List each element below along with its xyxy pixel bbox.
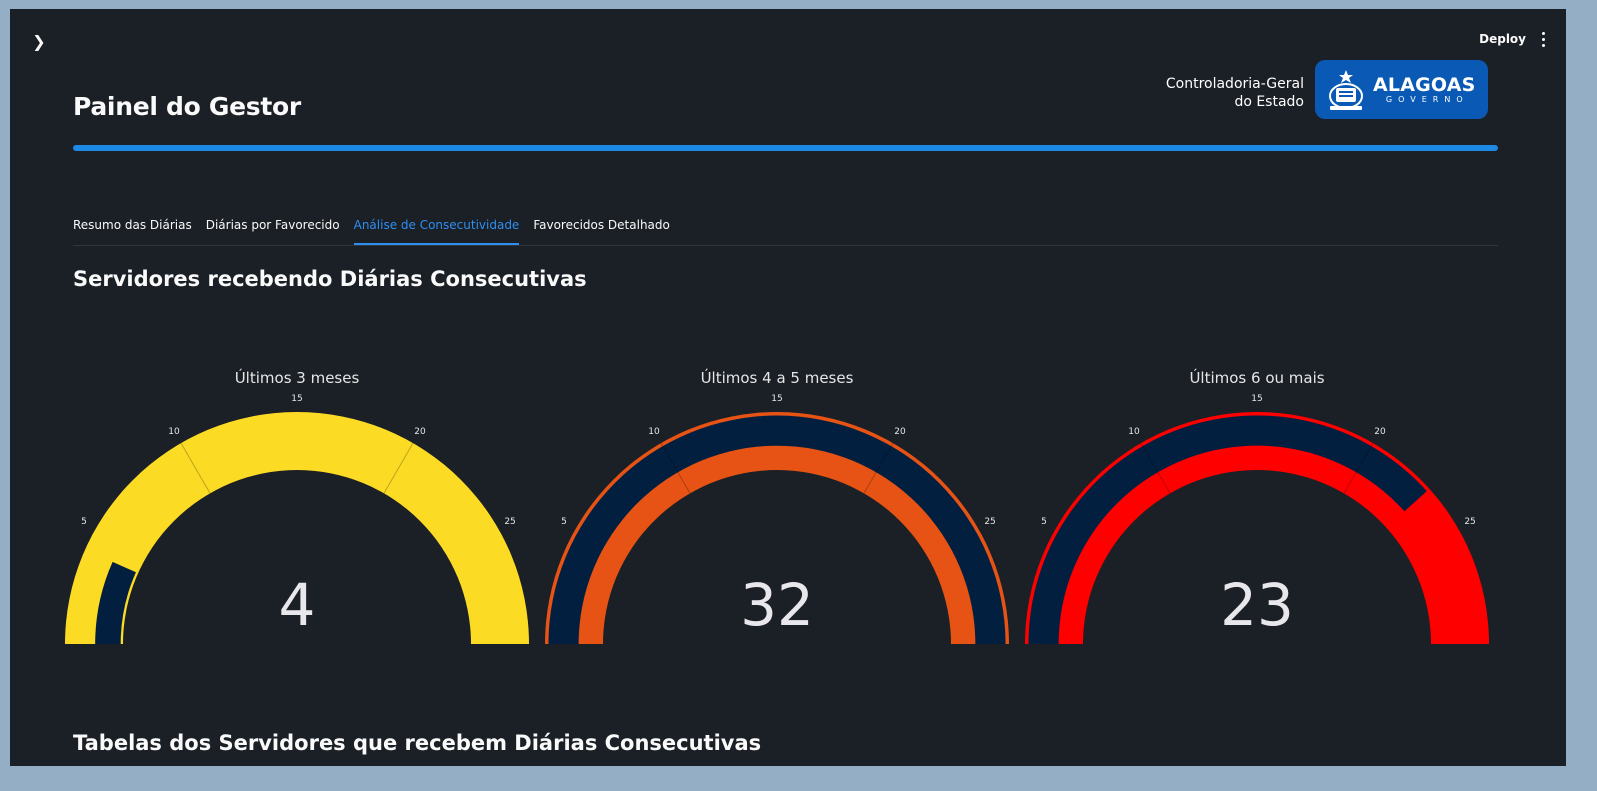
tab-diarias-por-favorecido[interactable]: Diárias por Favorecido bbox=[205, 218, 340, 232]
sidebar-expand-icon[interactable]: ❯ bbox=[32, 32, 46, 51]
app-main: ❯ Deploy Painel do Gestor Controladoria-… bbox=[10, 9, 1566, 766]
gauge-step-divider bbox=[180, 442, 211, 494]
gauge-tick-label: 5 bbox=[1041, 517, 1047, 527]
gauge-tick-label: 15 bbox=[1251, 394, 1262, 404]
logo-subtext: GOVERNO bbox=[1385, 94, 1469, 104]
gauge-tick-label: 25 bbox=[504, 517, 515, 527]
gauge-value-bar bbox=[1028, 415, 1427, 644]
gauge-tick-label: 25 bbox=[984, 517, 995, 527]
gauge-step-divider bbox=[383, 442, 414, 494]
main-menu-icon[interactable] bbox=[1536, 28, 1550, 50]
gauge-tick-label: 5 bbox=[561, 517, 567, 527]
gauge-band bbox=[65, 412, 529, 644]
tab-analise-consecutividade[interactable]: Análise de Consecutividade bbox=[353, 214, 520, 245]
gauge-tick-label: 20 bbox=[414, 427, 426, 437]
gauge-tick-label: 15 bbox=[771, 394, 782, 404]
gauge-tick-label: 10 bbox=[1128, 427, 1140, 437]
gauge-tick-label: 25 bbox=[1464, 517, 1475, 527]
tab-favorecidos-detalhado[interactable]: Favorecidos Detalhado bbox=[533, 218, 670, 232]
tables-section-title: Tabelas dos Servidores que recebem Diári… bbox=[73, 731, 762, 755]
gauge-value: 32 bbox=[740, 571, 814, 639]
gauge-value-bar bbox=[548, 415, 1006, 644]
alagoas-logo: ALAGOAS GOVERNO bbox=[1315, 60, 1488, 119]
org-name-line1: Controladoria-Geral bbox=[1165, 76, 1304, 92]
gauge-title: Últimos 6 ou mais bbox=[1189, 368, 1324, 387]
gauge-tick-label: 15 bbox=[291, 394, 302, 404]
gauge-title: Últimos 4 a 5 meses bbox=[701, 368, 854, 387]
gauge-step-divider bbox=[1343, 442, 1374, 494]
gauge-tick-label: 20 bbox=[894, 427, 906, 437]
tab-resumo-diarias[interactable]: Resumo das Diárias bbox=[73, 218, 192, 232]
org-name: Controladoria-Geral do Estado bbox=[1166, 75, 1304, 111]
gauge-ultimos-6-ou-mais: 5 10 15 20 25 Últimos 6 ou mais 23 bbox=[1025, 368, 1489, 644]
gauge-tick-label: 20 bbox=[1374, 427, 1386, 437]
gauge-step-divider bbox=[863, 442, 894, 494]
logo-wordmark: ALAGOAS bbox=[1373, 73, 1476, 96]
gauge-tick-label: 10 bbox=[648, 427, 660, 437]
deploy-button[interactable]: Deploy bbox=[1479, 32, 1526, 46]
page-title: Painel do Gestor bbox=[73, 92, 301, 121]
gauge-ultimos-3-meses: 5 10 15 20 25 Últimos 3 meses 4 bbox=[65, 368, 529, 644]
gauge-tick-label: 10 bbox=[168, 427, 180, 437]
gauge-value: 4 bbox=[279, 571, 316, 639]
coat-of-arms-icon bbox=[1329, 69, 1363, 110]
gauge-value: 23 bbox=[1220, 571, 1294, 639]
header-accent-bar bbox=[73, 145, 1498, 151]
org-name-line2: do Estado bbox=[1234, 94, 1304, 110]
gauge-ultimos-4-5-meses: 5 10 15 20 25 Últimos 4 a 5 meses 32 bbox=[545, 368, 1009, 644]
gauge-title: Últimos 3 meses bbox=[235, 368, 360, 387]
gauges-section-title: Servidores recebendo Diárias Consecutiva… bbox=[73, 267, 587, 291]
gauge-step-divider bbox=[660, 442, 691, 494]
gauge-value-bar bbox=[95, 561, 136, 644]
gauge-tick-label: 5 bbox=[81, 517, 87, 527]
tab-bar: Resumo das Diárias Diárias por Favorecid… bbox=[73, 214, 1498, 246]
gauge-step-divider bbox=[1140, 442, 1171, 494]
